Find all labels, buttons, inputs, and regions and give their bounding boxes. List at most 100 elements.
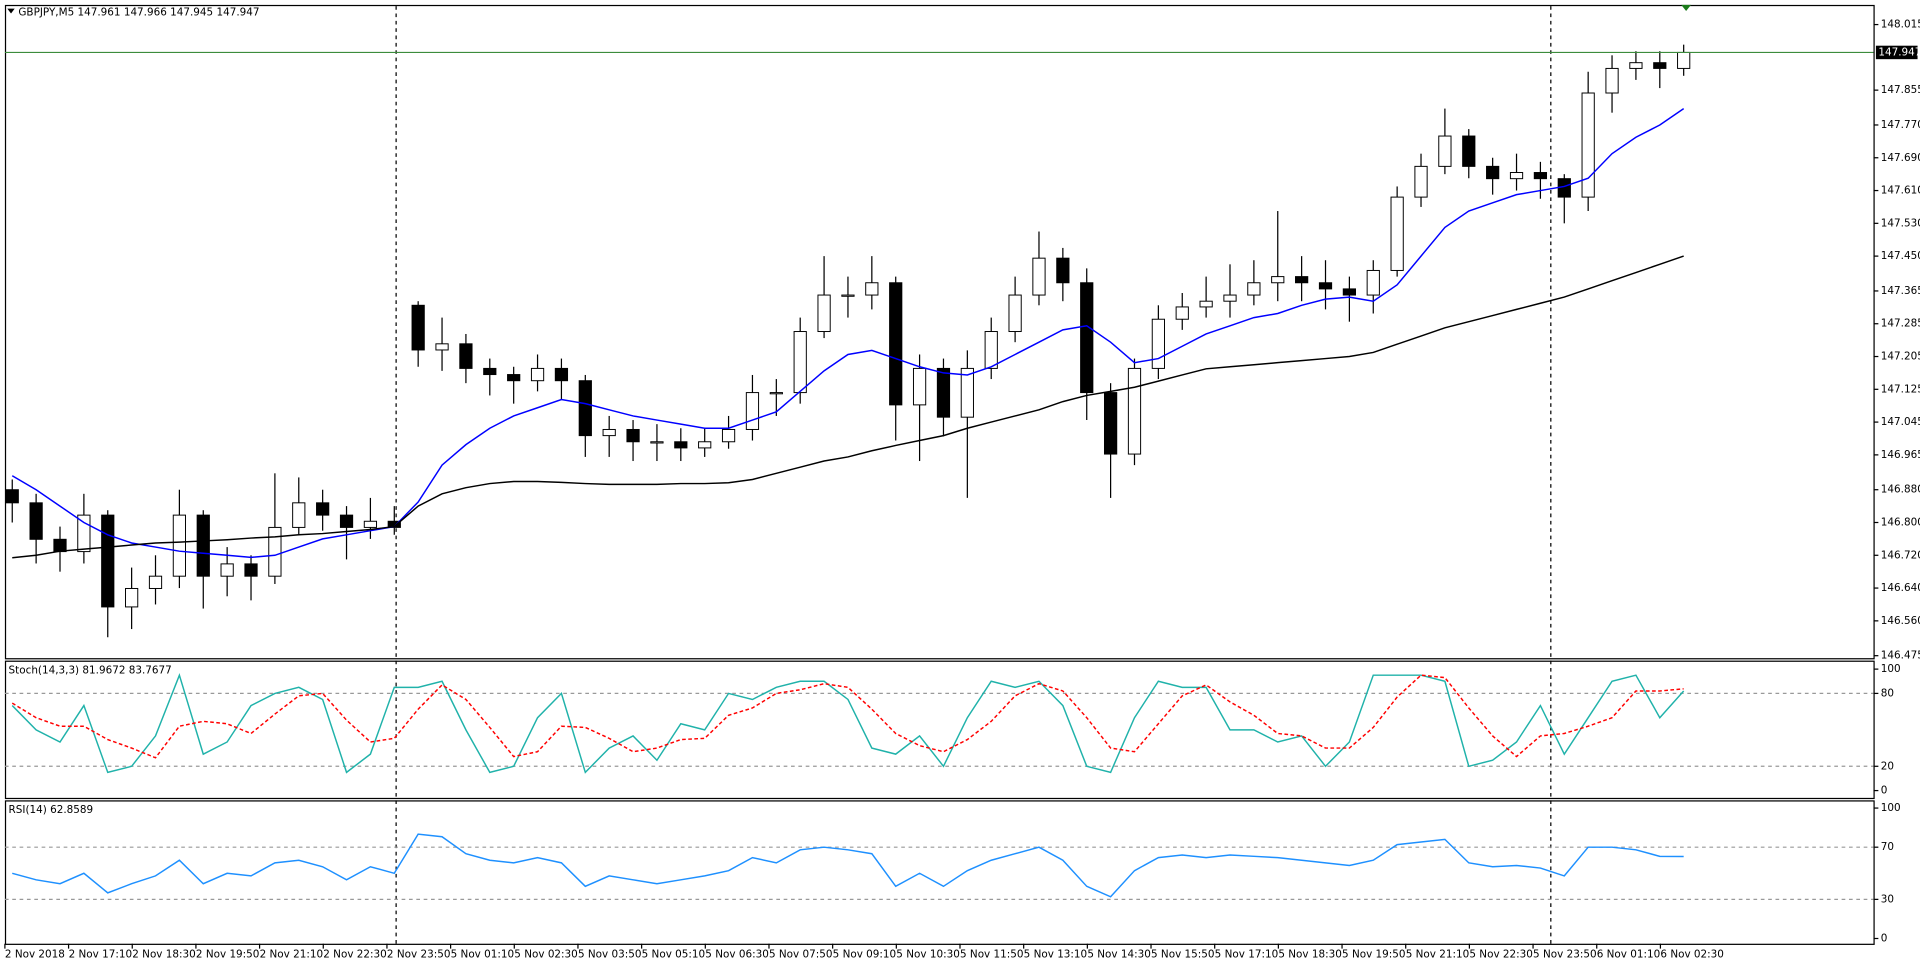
candle-body [1438, 135, 1452, 167]
candle-body [1366, 269, 1380, 296]
y-tick-label: 147.450 [1881, 250, 1920, 262]
candle-body [220, 563, 234, 577]
last-price-box [1875, 45, 1918, 60]
candle-body [960, 367, 974, 418]
candle-body [745, 392, 760, 430]
y-tick-label: 146.880 [1881, 484, 1920, 496]
x-tick-label: 2 Nov 17:10 [69, 949, 133, 961]
candle-body [1127, 367, 1142, 455]
candle-body [554, 367, 569, 382]
candle-body [936, 367, 951, 418]
rsi-panel-frame [4, 800, 1875, 945]
candle-body [1199, 300, 1213, 308]
x-tick-label: 5 Nov 14:30 [1087, 949, 1151, 961]
day-separators [395, 6, 1552, 944]
main-panel-frame [4, 4, 1875, 660]
candle-body [912, 367, 927, 406]
indicator-line [11, 674, 1684, 759]
candle-body [674, 441, 688, 449]
x-tick-label: 2 Nov 23:50 [387, 949, 451, 961]
y-tick-label: 146.720 [1881, 549, 1920, 561]
candle-body [865, 282, 879, 296]
x-tick-label: 5 Nov 18:30 [1278, 949, 1342, 961]
candle-body [29, 502, 43, 540]
candle-body [578, 380, 592, 437]
stoch-panel-frame [4, 660, 1875, 800]
indicator-line [12, 255, 1684, 559]
candle-body [1080, 282, 1094, 394]
candle-body [1605, 67, 1619, 94]
y-tick-label: 30 [1881, 893, 1894, 905]
x-tick-label: 5 Nov 22:30 [1469, 949, 1533, 961]
stoch-title: Stoch(14,3,3) 81.9672 83.7677 [9, 664, 172, 676]
x-tick-label: 6 Nov 01:10 [1597, 949, 1661, 961]
candle-body [411, 304, 425, 351]
x-tick-label: 2 Nov 2018 [5, 949, 65, 961]
candle-body [1414, 165, 1428, 198]
candle-body [1677, 51, 1691, 69]
candle-body [435, 343, 449, 351]
x-tick-label: 5 Nov 02:30 [514, 949, 578, 961]
candle-body [1247, 282, 1261, 296]
symbol-menu-icon[interactable] [7, 8, 15, 14]
candles [5, 44, 1691, 638]
candle-body [316, 502, 330, 516]
y-tick-label: 147.365 [1881, 285, 1920, 297]
y-tick-label: 147.045 [1881, 416, 1920, 428]
candle-body [1151, 318, 1165, 369]
y-tick-label: 147.855 [1881, 84, 1920, 96]
candle-body [1629, 62, 1643, 69]
candle-body [53, 538, 67, 553]
x-tick-label: 2 Nov 18:30 [132, 949, 196, 961]
candle-body [387, 520, 401, 528]
candle-body [1032, 257, 1046, 296]
candle-body [769, 392, 783, 395]
candle-body [5, 489, 19, 504]
x-tick-label: 5 Nov 03:50 [578, 949, 642, 961]
candle-body [1008, 294, 1022, 333]
candle-body [244, 563, 258, 577]
candle-body [602, 428, 616, 437]
candle-body [889, 282, 903, 406]
candle-body [1223, 294, 1237, 302]
x-tick-label: 5 Nov 21:10 [1406, 949, 1470, 961]
y-tick-label: 147.285 [1881, 318, 1920, 330]
candle-body [507, 374, 521, 382]
y-tick-label: 148.015 [1881, 19, 1920, 31]
y-tick-label: 70 [1881, 841, 1894, 853]
candle-body [721, 428, 736, 443]
candle-body [77, 514, 91, 553]
x-tick-label: 5 Nov 19:50 [1342, 949, 1406, 961]
candle-body [459, 343, 473, 369]
candle-body [172, 514, 186, 577]
y-tick-label: 146.475 [1881, 650, 1920, 662]
candle-body [196, 514, 210, 577]
y-tick-label: 146.640 [1881, 582, 1920, 594]
y-tick-label: 0 [1881, 785, 1888, 797]
candle-body [148, 575, 163, 589]
chart-title: GBPJPY,M5 147.961 147.966 147.945 147.94… [18, 6, 259, 18]
candle-body [1295, 276, 1309, 284]
y-tick-label: 0 [1881, 932, 1888, 944]
candle-body [1342, 288, 1357, 296]
candle-body [1509, 172, 1524, 180]
x-tick-label: 6 Nov 02:30 [1660, 949, 1724, 961]
candle-body [698, 441, 712, 449]
y-tick-label: 100 [1881, 802, 1901, 814]
x-tick-label: 5 Nov 11:50 [960, 949, 1024, 961]
rsi-title: RSI(14) 62.8589 [9, 804, 94, 816]
candle-body [841, 294, 855, 297]
candle-body [483, 367, 497, 376]
x-tick-label: 5 Nov 01:10 [451, 949, 515, 961]
x-tick-label: 5 Nov 13:10 [1024, 949, 1088, 961]
y-tick-label: 146.560 [1881, 615, 1920, 627]
price-alert-marker [1681, 4, 1692, 12]
candle-body [984, 331, 998, 369]
y-tick-label: 100 [1881, 663, 1901, 675]
x-tick-label: 2 Nov 19:50 [196, 949, 260, 961]
candle-body [339, 514, 354, 528]
y-tick-label: 147.125 [1881, 383, 1920, 395]
candle-body [1462, 135, 1476, 167]
candle-body [1318, 282, 1333, 290]
